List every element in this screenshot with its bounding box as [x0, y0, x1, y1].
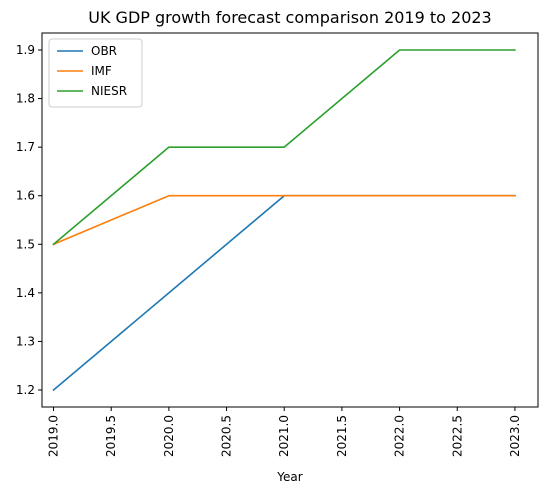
- chart-title: UK GDP growth forecast comparison 2019 t…: [88, 8, 491, 27]
- legend-label-imf: IMF: [91, 64, 112, 78]
- x-tick-label: 2021.5: [335, 415, 349, 457]
- x-tick-label: 2022.5: [450, 415, 464, 457]
- x-tick-label: 2020.5: [220, 415, 234, 457]
- y-tick-label: 1.4: [16, 286, 35, 300]
- y-tick-label: 1.8: [16, 92, 35, 106]
- legend-box: [48, 38, 143, 108]
- legend-label-niesr: NIESR: [91, 84, 127, 98]
- x-tick-label: 2022.0: [393, 415, 407, 457]
- x-tick-label: 2023.0: [508, 415, 522, 457]
- x-tick-label: 2019.5: [104, 415, 118, 457]
- y-tick-label: 1.6: [16, 189, 35, 203]
- x-tick-label: 2021.0: [277, 415, 291, 457]
- y-tick-label: 1.2: [16, 383, 35, 397]
- y-tick-label: 1.3: [16, 334, 35, 348]
- x-tick-label: 2020.0: [162, 415, 176, 457]
- x-axis-label: Year: [276, 470, 302, 484]
- y-tick-label: 1.7: [16, 140, 35, 154]
- legend: OBR IMF NIESR: [48, 38, 143, 108]
- y-tick-label: 1.9: [16, 43, 35, 57]
- series-line-niesr: [52, 49, 516, 246]
- plot-area: 1.2 1.3 1.4 1.5 1.6 1.7 1.8 1.9 2019.0 2019.5 2020…: [16, 32, 539, 457]
- series-line-obr: [52, 194, 516, 392]
- x-tick-label: 2019.0: [47, 415, 61, 457]
- legend-label-obr: OBR: [91, 44, 117, 58]
- y-tick-label: 1.5: [16, 237, 35, 251]
- series-line-imf: [52, 194, 516, 246]
- plot-frame: [41, 32, 539, 408]
